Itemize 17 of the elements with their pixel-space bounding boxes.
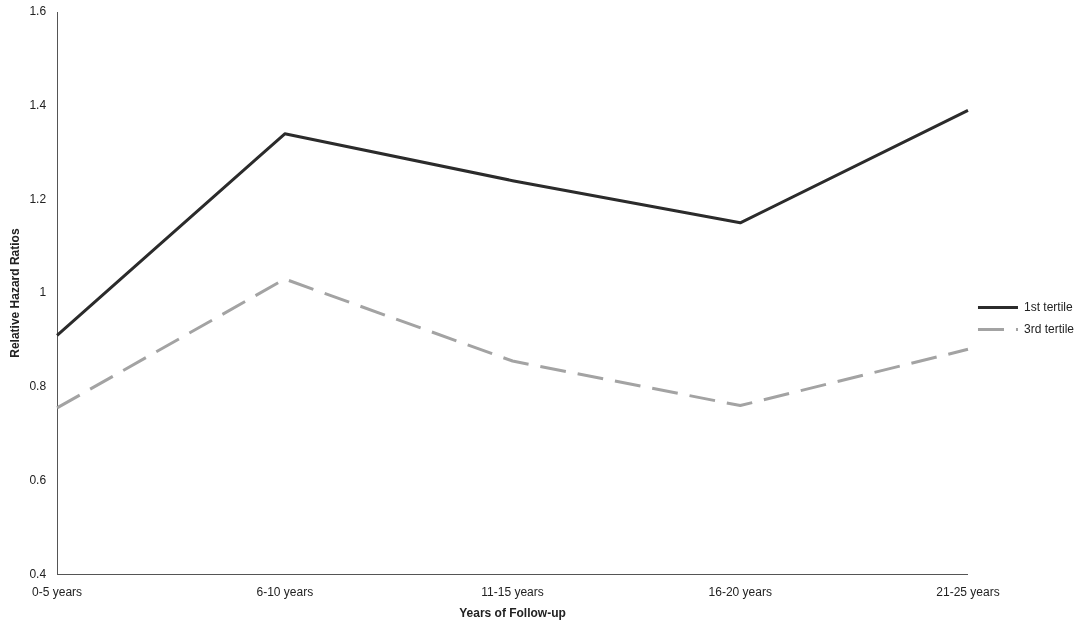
y-tick-label: 1.2 [29, 191, 47, 206]
x-tick-label: 0-5 years [32, 584, 83, 599]
x-tick-label: 21-25 years [936, 584, 1000, 599]
y-tick-label: 0.8 [29, 379, 47, 394]
y-tick-label: 1.4 [29, 98, 47, 113]
legend-label: 1st tertile [1023, 299, 1073, 314]
y-tick-label: 1.6 [29, 4, 47, 19]
y-axis-title: Relative Hazard Ratios [7, 228, 22, 358]
x-tick-label: 6-10 years [256, 584, 314, 599]
x-tick-label: 16-20 years [708, 584, 772, 599]
line-series [55, 277, 970, 410]
y-tick-label: 0.6 [29, 472, 47, 487]
y-tick-label: 0.4 [29, 566, 47, 581]
legend-label: 3rd tertile [1023, 321, 1075, 336]
y-tick-label: 1 [39, 285, 47, 300]
x-tick-label: 11-15 years [481, 584, 544, 599]
x-axis-title: Years of Follow-up [459, 606, 566, 621]
